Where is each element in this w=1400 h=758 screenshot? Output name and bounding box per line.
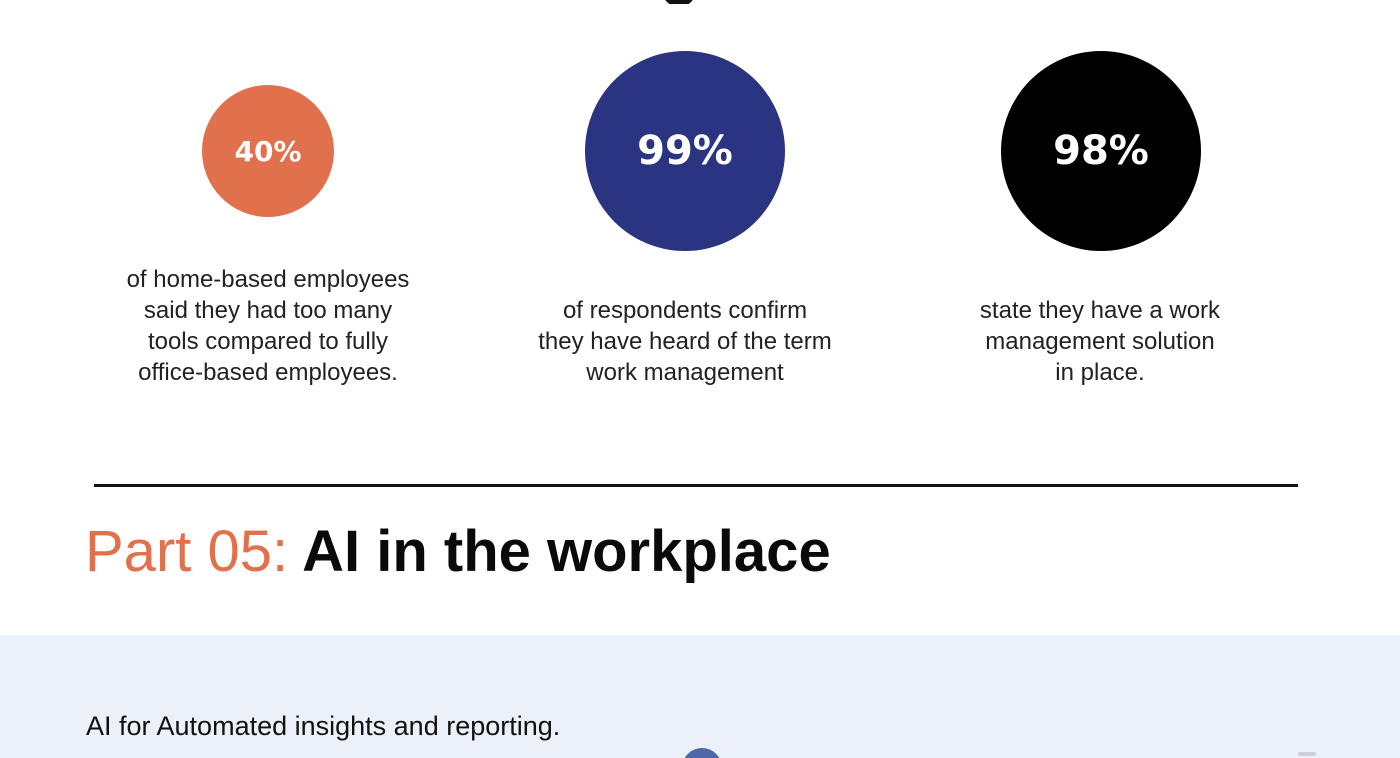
- stat-description: state they have a work management soluti…: [910, 295, 1290, 388]
- stat-description: of respondents confirm they have heard o…: [495, 295, 875, 388]
- stat-description-line: management solution: [985, 328, 1215, 355]
- stat-description-line: said they had too many: [143, 297, 393, 324]
- blue-dot-marker: [682, 748, 722, 758]
- section-divider: [94, 484, 1298, 487]
- stat-value: 99%: [637, 128, 733, 174]
- stat-description-line: office-based employees.: [138, 359, 398, 386]
- stat-description-line: of respondents confirm: [562, 297, 808, 324]
- part-number-label: Part 05:: [85, 519, 289, 584]
- subsection-title: AI for Automated insights and reporting.: [86, 711, 561, 741]
- stat-description-line: they have heard of the term: [538, 328, 832, 355]
- stat-description: of home-based employees said they had to…: [78, 264, 458, 388]
- stat-description-line: of home-based employees: [126, 266, 410, 293]
- stat-description-line: in place.: [1055, 359, 1145, 386]
- stat-value: 40%: [234, 134, 302, 168]
- stat-description-line: tools compared to fully: [147, 328, 389, 355]
- stat-circle-navy: 99%: [585, 51, 785, 251]
- stat-value: 98%: [1053, 128, 1149, 174]
- stat-circle-black: 98%: [1001, 51, 1201, 251]
- cropped-heading-fragment: [640, 0, 710, 4]
- stat-circle-orange: 40%: [202, 85, 334, 217]
- cropped-letter-glyph: [662, 0, 696, 4]
- cropped-corner-mark: [1298, 752, 1316, 756]
- section-heading: Part 05: AI in the workplace: [85, 512, 831, 592]
- subsection-band: AI for Automated insights and reporting.: [0, 635, 1400, 758]
- stat-description-line: work management: [586, 359, 784, 386]
- stat-description-line: state they have a work: [979, 297, 1221, 324]
- part-title: AI in the workplace: [302, 519, 831, 584]
